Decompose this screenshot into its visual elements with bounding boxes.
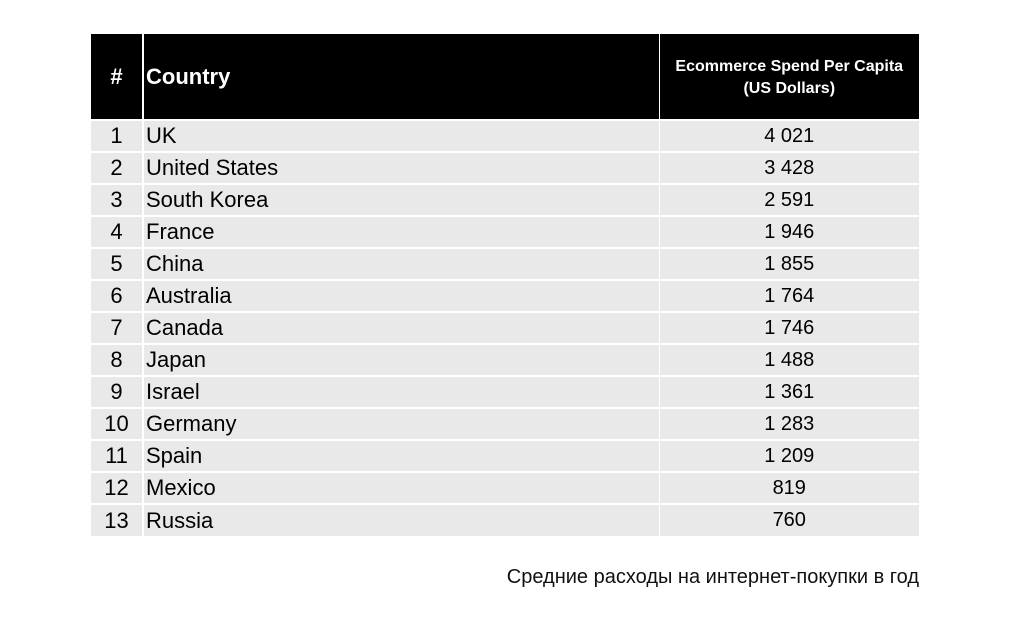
caption-text: Средние расходы на интернет-покупки в го… bbox=[506, 566, 919, 588]
table-row: 10 Germany 1 283 bbox=[91, 408, 919, 440]
ecommerce-spend-table: # Country Ecommerce Spend Per Capita (US… bbox=[91, 34, 919, 536]
rank-cell: 2 bbox=[91, 152, 144, 184]
spend-value-cell: 1 855 bbox=[764, 252, 815, 275]
rank-cell: 11 bbox=[91, 440, 144, 472]
country-cell: Spain bbox=[143, 440, 660, 472]
table-row: 9 Israel 1 361 bbox=[91, 376, 919, 408]
spend-value-cell: 1 209 bbox=[764, 444, 815, 467]
table-header: # Country Ecommerce Spend Per Capita (US… bbox=[91, 34, 919, 120]
table-row: 2 United States 3 428 bbox=[91, 152, 919, 184]
table-row: 7 Canada 1 746 bbox=[91, 312, 919, 344]
table-row: 4 France 1 946 bbox=[91, 216, 919, 248]
spend-value-cell: 1 283 bbox=[764, 412, 815, 435]
rank-cell: 12 bbox=[91, 472, 144, 504]
country-column-header: Country bbox=[143, 34, 660, 120]
country-cell: UK bbox=[143, 120, 660, 152]
rank-cell: 1 bbox=[91, 120, 144, 152]
country-cell: Australia bbox=[143, 280, 660, 312]
table-row: 13 Russia 760 bbox=[91, 504, 919, 536]
rank-cell: 7 bbox=[91, 312, 144, 344]
rank-cell: 5 bbox=[91, 248, 144, 280]
spend-value-cell: 1 488 bbox=[764, 348, 815, 371]
spend-value-cell: 1 361 bbox=[764, 380, 815, 403]
country-cell: Israel bbox=[143, 376, 660, 408]
country-cell: Japan bbox=[143, 344, 660, 376]
country-cell: Canada bbox=[143, 312, 660, 344]
spend-value-cell: 3 428 bbox=[764, 156, 815, 179]
country-cell: Mexico bbox=[143, 472, 660, 504]
country-cell: Russia bbox=[143, 504, 660, 536]
table-row: 1 UK 4 021 bbox=[91, 120, 919, 152]
country-cell: United States bbox=[143, 152, 660, 184]
rank-cell: 10 bbox=[91, 408, 144, 440]
country-cell: South Korea bbox=[143, 184, 660, 216]
table-row: 5 China 1 855 bbox=[91, 248, 919, 280]
table-header-row: # Country Ecommerce Spend Per Capita (US… bbox=[91, 34, 919, 120]
rank-cell: 8 bbox=[91, 344, 144, 376]
ecommerce-spend-table-container: # Country Ecommerce Spend Per Capita (US… bbox=[91, 34, 919, 536]
spend-value-cell: 1 746 bbox=[764, 316, 815, 339]
rank-cell: 3 bbox=[91, 184, 144, 216]
spend-column-header-line1: Ecommerce Spend Per Capita bbox=[675, 57, 904, 75]
country-cell: France bbox=[143, 216, 660, 248]
rank-cell: 13 bbox=[91, 504, 144, 536]
table-row: 8 Japan 1 488 bbox=[91, 344, 919, 376]
spend-value-cell: 760 bbox=[772, 509, 806, 531]
country-cell: Germany bbox=[143, 408, 660, 440]
country-cell: China bbox=[143, 248, 660, 280]
rank-cell: 4 bbox=[91, 216, 144, 248]
spend-value-cell: 1 946 bbox=[764, 220, 815, 243]
spend-column-header-line2: (US Dollars) bbox=[743, 79, 836, 97]
spend-value-cell: 4 021 bbox=[764, 124, 815, 147]
rank-cell: 9 bbox=[91, 376, 144, 408]
table-row: 6 Australia 1 764 bbox=[91, 280, 919, 312]
table-row: 11 Spain 1 209 bbox=[91, 440, 919, 472]
spend-value-cell: 819 bbox=[772, 476, 806, 499]
table-row: 12 Mexico 819 bbox=[91, 472, 919, 504]
table-body: 1 UK 4 021 2 United States 3 428 3 South Korea 2… bbox=[91, 120, 919, 536]
rank-column-header: # bbox=[91, 34, 144, 120]
spend-column-header: Ecommerce Spend Per Capita (US Dollars) bbox=[659, 34, 919, 120]
spend-value-cell: 1 764 bbox=[764, 284, 815, 307]
rank-cell: 6 bbox=[91, 280, 144, 312]
table-row: 3 South Korea 2 591 bbox=[91, 184, 919, 216]
spend-value-cell: 2 591 bbox=[764, 188, 815, 211]
